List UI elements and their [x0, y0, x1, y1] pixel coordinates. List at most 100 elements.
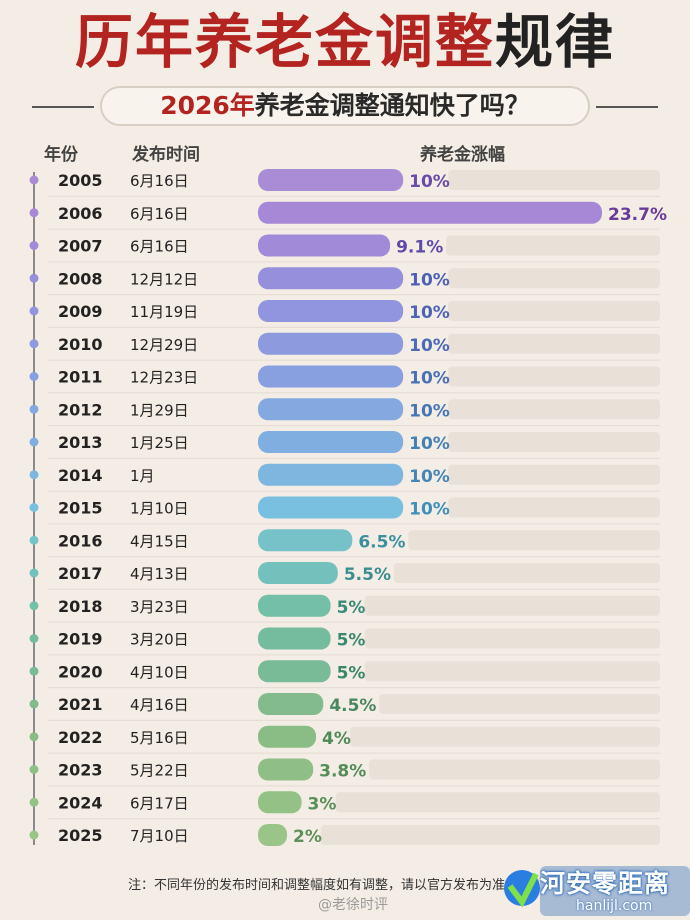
timeline-dot: [29, 404, 39, 414]
bar-track: [408, 530, 660, 551]
timeline-dot: [29, 699, 39, 709]
year-label: 2024: [58, 793, 103, 812]
date-label: 6月16日: [130, 172, 189, 190]
date-label: 12月23日: [130, 369, 198, 387]
increase-bar: [258, 201, 602, 224]
increase-value-label: 10%: [409, 369, 450, 389]
page-title: 历年养老金调整规律: [0, 4, 690, 80]
increase-bar: [258, 300, 404, 322]
bar-track: [446, 235, 660, 256]
subtitle-divider-left: [32, 106, 94, 108]
title-part-dark: 规律: [495, 8, 616, 76]
increase-bar: [258, 169, 404, 191]
date-label: 1月10日: [130, 500, 189, 518]
timeline-dot: [29, 273, 39, 283]
date-label: 1月25日: [130, 434, 189, 452]
site-logo-text: 河安零距离: [540, 869, 671, 898]
weibo-watermark: @老徐时评: [318, 897, 388, 913]
timeline-dot: [29, 437, 39, 447]
bar-track: [448, 301, 660, 321]
increase-bar: [258, 496, 404, 519]
subtitle-text: 养老金调整通知快了吗？: [254, 91, 530, 120]
bar-track: [350, 726, 660, 747]
increase-bar: [258, 562, 338, 584]
timeline-dot: [29, 732, 39, 742]
bar-track: [369, 759, 660, 780]
bar-track: [448, 366, 660, 387]
date-label: 6月16日: [130, 238, 189, 256]
bar-track: [364, 595, 660, 616]
date-label: 7月10日: [130, 827, 189, 845]
header-year: 年份: [44, 145, 78, 165]
timeline-dot: [29, 797, 39, 807]
bar-track: [364, 628, 660, 649]
increase-bar: [258, 267, 404, 290]
header-date: 发布时间: [132, 145, 200, 165]
timeline-dot: [29, 241, 39, 250]
year-label: 2022: [58, 728, 103, 747]
year-label: 2011: [58, 368, 103, 387]
timeline-dot: [29, 208, 39, 218]
date-label: 4月15日: [130, 532, 189, 550]
year-label: 2015: [58, 499, 103, 518]
increase-value-label: 3%: [308, 794, 337, 814]
year-label: 2008: [58, 269, 103, 288]
increase-value-label: 10%: [409, 500, 450, 520]
year-label: 2014: [58, 466, 103, 485]
year-label: 2009: [58, 302, 103, 321]
date-label: 3月20日: [130, 631, 189, 649]
increase-bar: [258, 627, 331, 650]
subtitle-year: 2026年: [160, 91, 255, 120]
date-label: 4月16日: [130, 696, 189, 714]
bar-track: [448, 170, 660, 190]
date-label: 12月29日: [130, 336, 198, 354]
year-label: 2006: [58, 204, 103, 223]
bar-track: [364, 661, 660, 682]
bar-track: [321, 825, 660, 845]
increase-value-label: 10%: [409, 401, 450, 421]
increase-value-label: 5%: [337, 631, 366, 651]
timeline-dot: [29, 666, 39, 676]
increase-bar: [258, 693, 324, 715]
timeline-dot: [29, 601, 39, 611]
increase-bar: [258, 594, 331, 617]
timeline-dot: [29, 634, 39, 643]
increase-bar: [258, 398, 404, 421]
timeline-dot: [29, 175, 39, 185]
year-label: 2005: [58, 171, 103, 190]
year-label: 2019: [58, 630, 103, 649]
year-label: 2016: [58, 531, 103, 550]
increase-value-label: 10%: [409, 467, 450, 487]
increase-value-label: 5.5%: [344, 565, 391, 585]
year-label: 2007: [58, 237, 103, 256]
timeline-dot: [29, 765, 39, 774]
bar-track: [393, 563, 660, 583]
date-label: 12月12日: [130, 270, 198, 288]
increase-bar: [258, 824, 288, 846]
timeline-dot: [29, 535, 39, 545]
increase-value-label: 9.1%: [396, 238, 443, 258]
timeline-dot: [29, 470, 39, 480]
date-label: 6月16日: [130, 205, 189, 223]
increase-value-label: 10%: [409, 336, 450, 356]
timeline-dot: [29, 568, 39, 578]
increase-value-label: 5%: [337, 598, 366, 618]
increase-value-label: 2%: [293, 827, 322, 847]
timeline-dot: [29, 372, 39, 381]
subtitle: 2026年养老金调整通知快了吗？: [0, 84, 690, 128]
year-label: 2017: [58, 564, 103, 583]
date-label: 1月29日: [130, 401, 189, 419]
increase-value-label: 10%: [409, 303, 450, 323]
increase-bar: [258, 758, 314, 781]
increase-bar: [258, 660, 331, 683]
increase-value-label: 3.8%: [319, 762, 366, 782]
bar-track: [448, 333, 660, 354]
increase-bar: [258, 365, 404, 388]
bar-track: [448, 497, 660, 518]
bar-track: [448, 268, 660, 289]
bar-track: [335, 792, 660, 813]
year-label: 2018: [58, 597, 103, 616]
increase-bar: [258, 463, 404, 486]
year-label: 2010: [58, 335, 103, 354]
